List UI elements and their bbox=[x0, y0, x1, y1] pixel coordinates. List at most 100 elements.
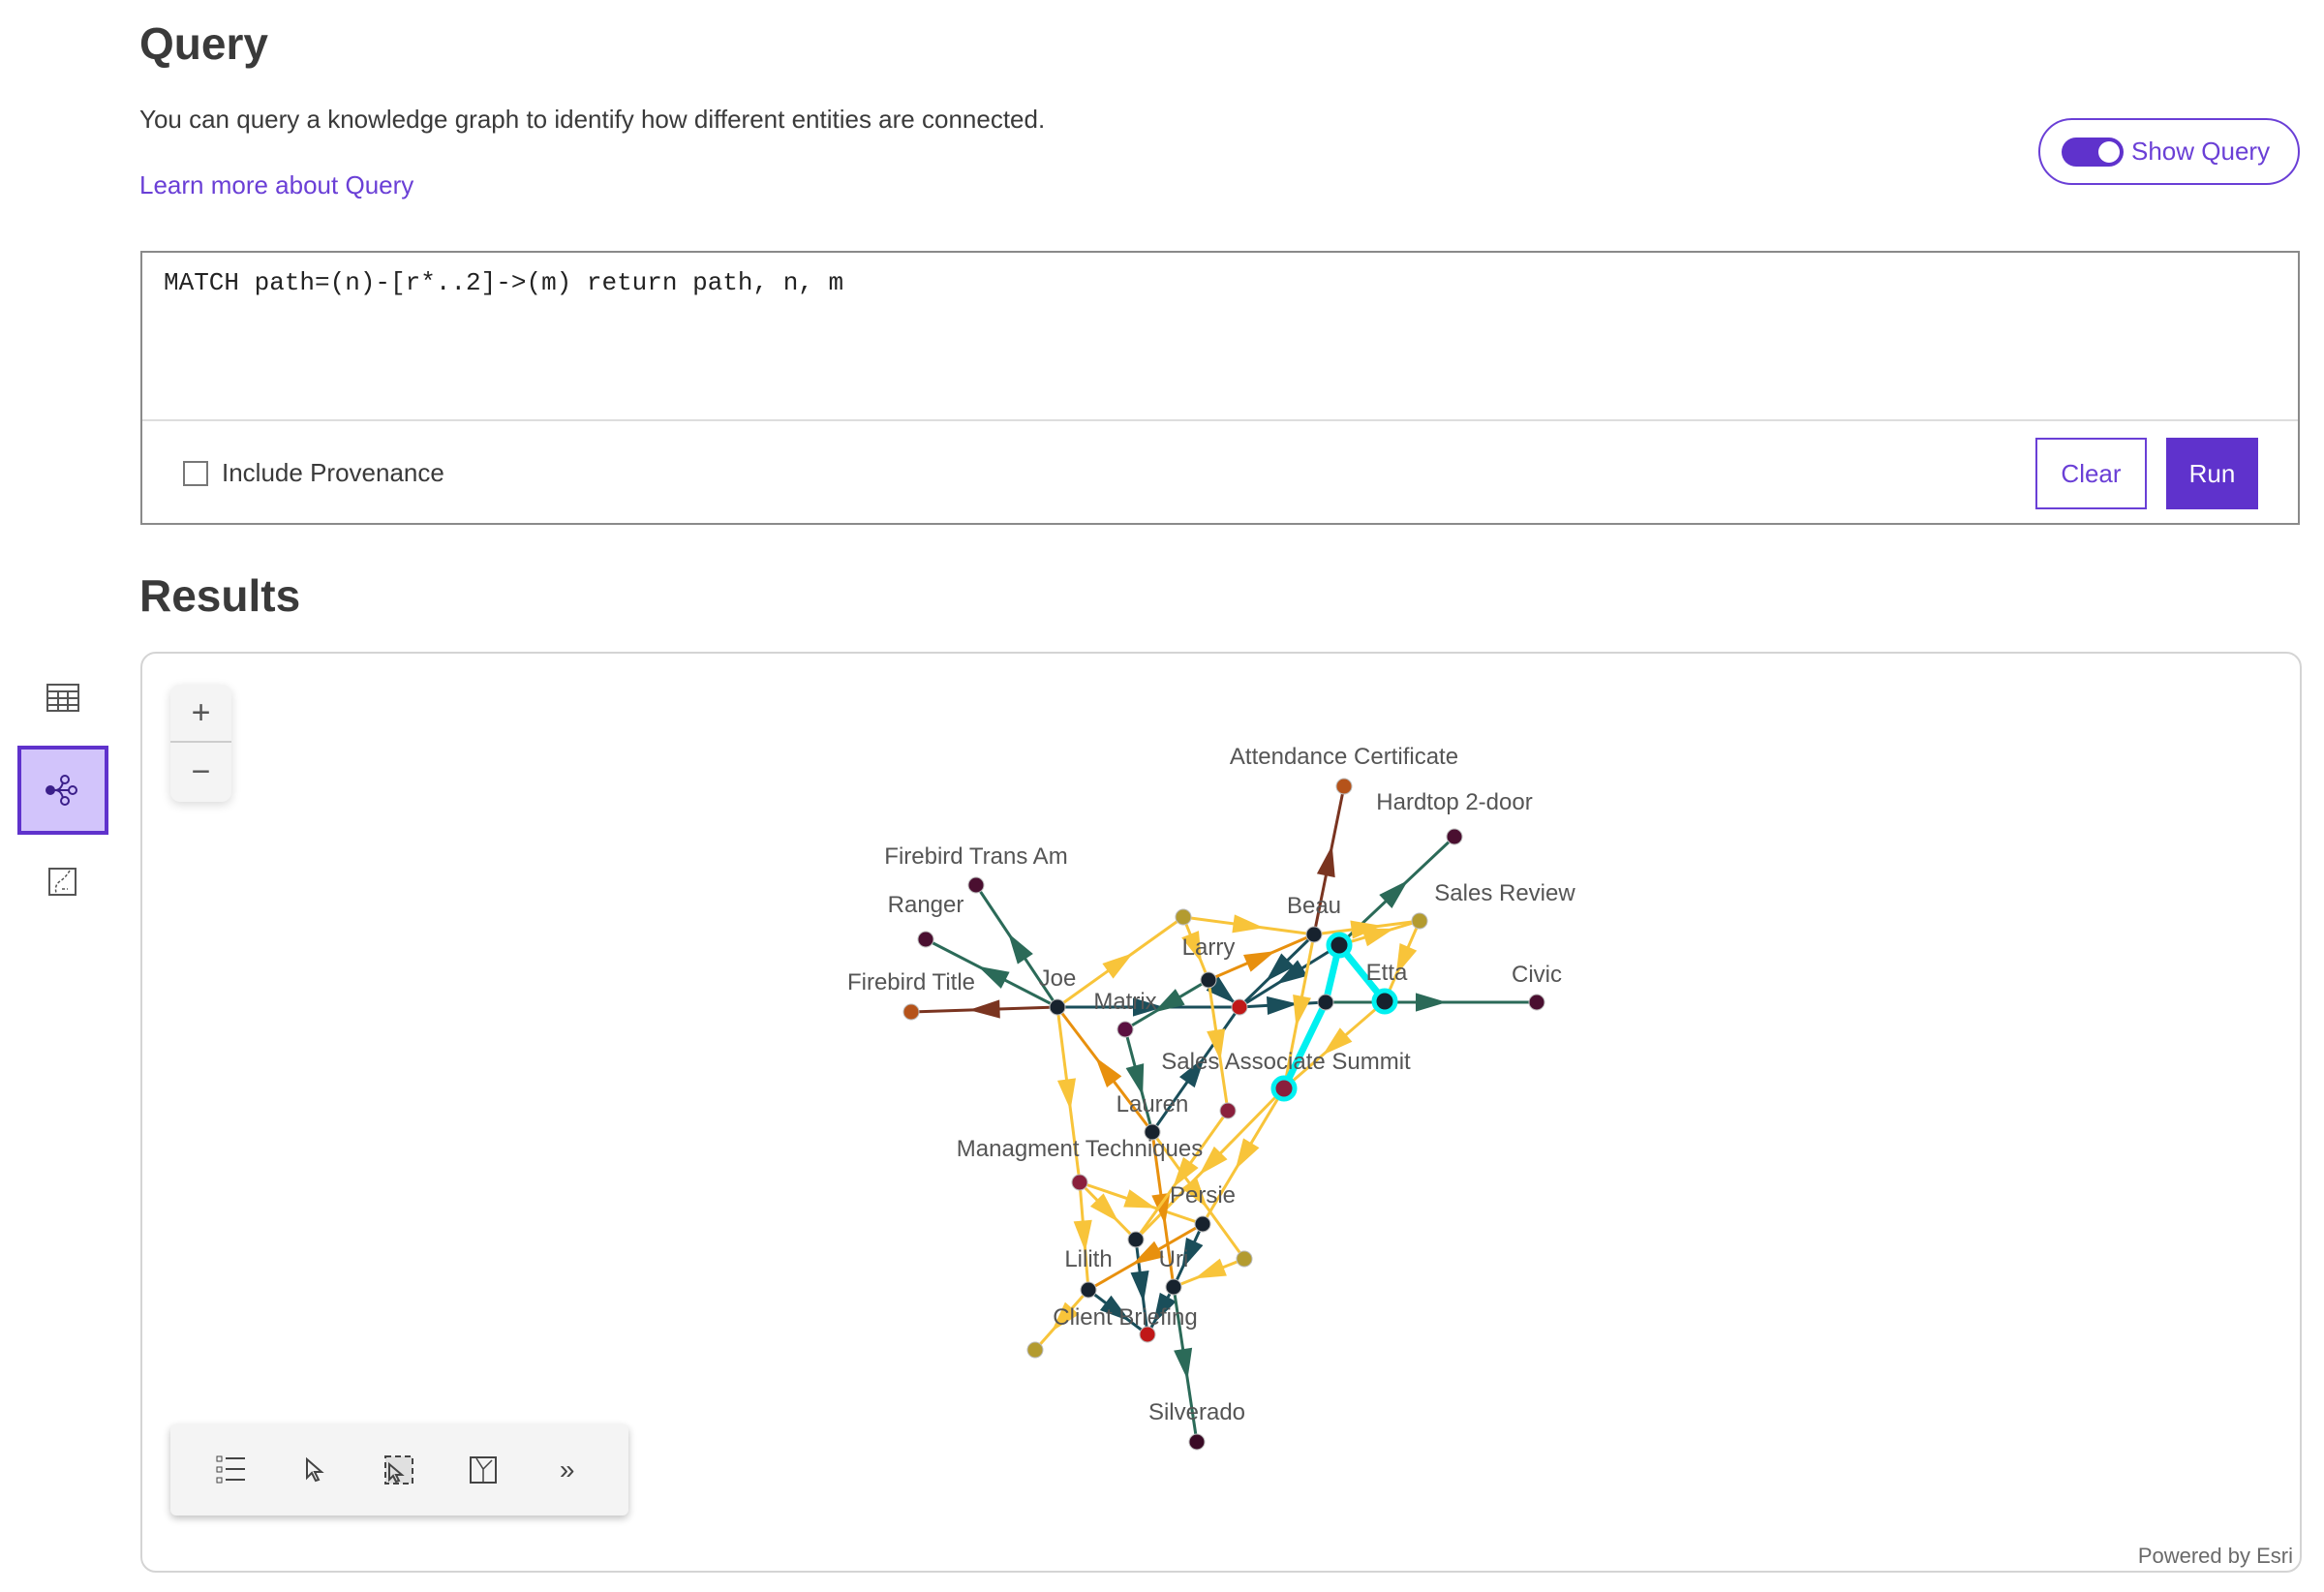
select-icon[interactable] bbox=[291, 1446, 340, 1494]
learn-more-link[interactable]: Learn more about Query bbox=[139, 170, 414, 199]
box-select-icon[interactable] bbox=[375, 1446, 423, 1494]
graph-node[interactable] bbox=[1165, 1278, 1182, 1296]
edge-arrow bbox=[1266, 953, 1295, 982]
node-label: Uri bbox=[1159, 1246, 1189, 1272]
graph-node[interactable] bbox=[1175, 908, 1192, 926]
expand-icon[interactable]: » bbox=[559, 1454, 575, 1485]
node-label: Etta bbox=[1366, 960, 1408, 986]
edge-arrow bbox=[1199, 1146, 1228, 1176]
graph-view-button[interactable] bbox=[17, 746, 108, 835]
edge-arrow bbox=[1293, 994, 1311, 1027]
zoom-out-button[interactable]: − bbox=[191, 752, 211, 790]
zoom-control: + − bbox=[170, 685, 231, 802]
results-heading: Results bbox=[139, 570, 301, 621]
toggle-switch-icon[interactable] bbox=[2062, 137, 2124, 167]
include-provenance-checkbox[interactable]: Include Provenance bbox=[183, 458, 444, 488]
zoom-in-button[interactable]: + bbox=[170, 685, 231, 743]
graph-node[interactable] bbox=[1270, 1075, 1298, 1102]
graph-node[interactable] bbox=[1071, 1174, 1088, 1191]
show-query-toggle[interactable]: Show Query bbox=[2038, 118, 2300, 185]
page-description: You can query a knowledge graph to ident… bbox=[139, 105, 1046, 134]
node-label: Ranger bbox=[888, 892, 964, 918]
edge-arrow bbox=[1073, 1219, 1092, 1252]
graph-node[interactable] bbox=[1127, 1231, 1145, 1248]
edge-arrow bbox=[1099, 1295, 1131, 1322]
graph-node[interactable] bbox=[1371, 988, 1398, 1015]
edge-arrow bbox=[1316, 844, 1335, 878]
clear-button[interactable]: Clear bbox=[2035, 438, 2147, 509]
graph-node[interactable] bbox=[1139, 1326, 1156, 1343]
graph-icon bbox=[46, 775, 77, 806]
graph-results-panel[interactable]: Attendance Certificate Hardtop 2-door Fire… bbox=[140, 652, 2302, 1573]
graph-node[interactable] bbox=[1317, 994, 1334, 1011]
edge-arrow bbox=[1056, 1078, 1077, 1111]
attribution: Powered by Esri bbox=[2137, 1544, 2293, 1568]
graph-node[interactable] bbox=[1219, 1102, 1237, 1119]
node-label: Firebird Trans Am bbox=[884, 843, 1067, 870]
highlighted-path[interactable] bbox=[1280, 941, 1388, 1090]
node-label: Client Briefing bbox=[1053, 1304, 1197, 1331]
graph-node[interactable] bbox=[902, 1003, 920, 1021]
include-provenance-label: Include Provenance bbox=[222, 458, 444, 487]
list-icon[interactable] bbox=[207, 1446, 256, 1494]
graph-node[interactable] bbox=[1326, 932, 1353, 959]
table-icon bbox=[46, 684, 79, 712]
graph-node[interactable] bbox=[1200, 971, 1217, 989]
page-title: Query bbox=[139, 18, 268, 69]
graph-node[interactable] bbox=[1446, 828, 1463, 845]
node-label: Beau bbox=[1287, 893, 1341, 919]
graph-toolbar: » bbox=[170, 1424, 628, 1515]
graph-node[interactable] bbox=[1194, 1215, 1211, 1233]
node-label: Firebird Title bbox=[847, 969, 975, 995]
node-label: Silverado bbox=[1148, 1399, 1245, 1425]
edge-arrow bbox=[1266, 995, 1299, 1015]
edge-arrow bbox=[968, 999, 1000, 1019]
edge-arrow bbox=[1173, 1156, 1199, 1188]
edge-arrow bbox=[1123, 1189, 1156, 1209]
edge-arrow bbox=[1051, 1301, 1080, 1332]
node-label: Sales Associate Summit bbox=[1161, 1049, 1411, 1075]
graph-node[interactable] bbox=[1236, 1250, 1253, 1268]
query-input[interactable]: MATCH path=(n)-[r*..2]->(m) return path,… bbox=[142, 253, 2298, 421]
run-button[interactable]: Run bbox=[2166, 438, 2258, 509]
node-label: Sales Review bbox=[1434, 880, 1575, 906]
edge-arrow bbox=[1232, 914, 1265, 934]
edge-arrow bbox=[1125, 1063, 1145, 1096]
graph-node[interactable] bbox=[1026, 1341, 1044, 1359]
edge-arrow bbox=[1133, 997, 1164, 1017]
edge-arrow bbox=[1207, 1028, 1226, 1061]
edge-arrow bbox=[1181, 931, 1202, 964]
edge-arrow bbox=[1243, 951, 1276, 972]
edge-arrow bbox=[1102, 953, 1134, 979]
edge-arrow bbox=[1132, 1240, 1164, 1265]
checkbox-icon[interactable] bbox=[183, 460, 208, 486]
node-label: Matrix bbox=[1093, 989, 1156, 1015]
map-view-button[interactable] bbox=[17, 838, 108, 927]
graph-node[interactable] bbox=[1335, 778, 1353, 795]
node-label: Civic bbox=[1512, 962, 1562, 988]
graph-node[interactable] bbox=[1411, 912, 1428, 930]
map-frame-icon[interactable] bbox=[459, 1446, 507, 1494]
edge-arrow bbox=[1194, 1258, 1227, 1279]
knowledge-graph[interactable]: Attendance Certificate Hardtop 2-door Fire… bbox=[142, 654, 2302, 1573]
node-label: Larry bbox=[1182, 934, 1236, 961]
edge-arrow bbox=[1181, 1237, 1204, 1271]
edge-arrow bbox=[1095, 1056, 1122, 1088]
table-view-button[interactable] bbox=[17, 654, 108, 743]
edge-arrow bbox=[1379, 880, 1409, 908]
graph-node[interactable] bbox=[1528, 994, 1545, 1011]
edge-arrow bbox=[1089, 1193, 1119, 1222]
edge-arrow bbox=[1416, 993, 1447, 1012]
node-label: Persie bbox=[1170, 1182, 1236, 1209]
node-label: Attendance Certificate bbox=[1230, 744, 1458, 770]
graph-node[interactable] bbox=[1116, 1021, 1134, 1038]
graph-node[interactable] bbox=[1231, 998, 1248, 1016]
map-icon bbox=[48, 868, 76, 896]
graph-node[interactable] bbox=[1049, 998, 1066, 1016]
graph-node[interactable] bbox=[967, 876, 985, 894]
graph-node[interactable] bbox=[1080, 1281, 1097, 1299]
graph-node[interactable] bbox=[1144, 1123, 1161, 1141]
graph-node[interactable] bbox=[1188, 1433, 1206, 1451]
graph-node[interactable] bbox=[1305, 926, 1323, 943]
graph-node[interactable] bbox=[917, 931, 934, 948]
